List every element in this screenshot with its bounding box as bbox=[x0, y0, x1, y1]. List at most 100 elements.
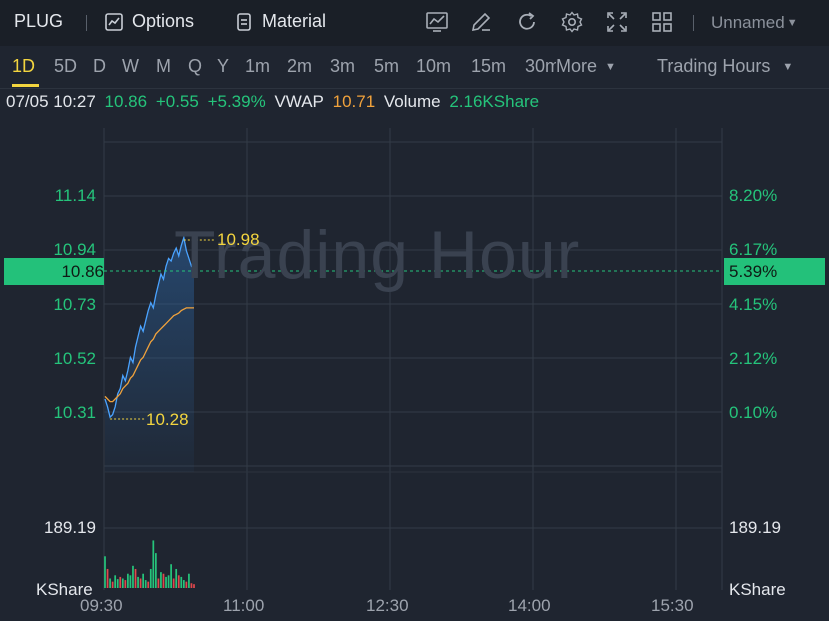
quote-info-bar: 07/05 10:27 10.86 +0.55 +5.39% VWAP 10.7… bbox=[6, 92, 543, 120]
volume-y-tick-left: 189.19 bbox=[44, 518, 96, 537]
volume-bar bbox=[129, 575, 132, 588]
timeframe-bar: 1D 5D D W M Q Y 1m 2m 3m 5m 10m 15m 30m More ▼ Trading… bbox=[0, 46, 829, 89]
low-price-label: 10.28 bbox=[146, 410, 189, 429]
timeframe-tab-q[interactable]: Q bbox=[188, 56, 203, 76]
layout-name-dropdown[interactable]: Unnamed ▼ bbox=[711, 13, 798, 33]
caret-down-icon: ▼ bbox=[786, 17, 798, 29]
material-label: Material bbox=[262, 11, 327, 31]
y-tick-left: 10.94 bbox=[53, 240, 96, 259]
caret-down-icon: ▼ bbox=[782, 61, 794, 73]
high-price-label: 10.98 bbox=[217, 230, 260, 249]
volume-bar bbox=[109, 578, 111, 588]
document-icon bbox=[237, 12, 251, 31]
timeframe-tab-y[interactable]: Y bbox=[217, 56, 230, 76]
volume-bar bbox=[180, 576, 183, 588]
x-tick: 15:30 bbox=[651, 596, 694, 615]
layout-grid-icon[interactable] bbox=[650, 10, 674, 34]
volume-unit-right: KShare bbox=[729, 580, 786, 599]
volume-bar bbox=[167, 575, 170, 588]
quote-datetime: 07/05 10:27 bbox=[6, 92, 96, 111]
symbol-label[interactable]: PLUG bbox=[14, 11, 64, 31]
volume-bar bbox=[121, 578, 124, 588]
volume-bar bbox=[114, 575, 117, 588]
volume-unit-left: KShare bbox=[36, 580, 93, 599]
volume-bar bbox=[162, 573, 165, 588]
toolbar-divider bbox=[86, 15, 87, 31]
settings-gear-icon[interactable] bbox=[560, 10, 584, 34]
layout-name-label: Unnamed bbox=[711, 13, 785, 32]
volume-bar bbox=[106, 568, 109, 588]
volume-bar bbox=[170, 564, 172, 588]
timeframe-tab-30m[interactable]: 30m bbox=[525, 56, 556, 76]
caret-down-icon: ▼ bbox=[605, 61, 616, 73]
timeframe-tab-3m[interactable]: 3m bbox=[330, 56, 356, 76]
volume-bar bbox=[144, 580, 147, 588]
timeframe-tab-m[interactable]: M bbox=[156, 56, 171, 76]
session-dropdown[interactable]: Trading Hours ▼ bbox=[657, 56, 793, 77]
y-tick-right: 4.15% bbox=[729, 295, 778, 314]
timeframe-tab-10m[interactable]: 10m bbox=[416, 56, 452, 76]
volume-bar bbox=[160, 572, 162, 588]
timeframe-tab-1m[interactable]: 1m bbox=[245, 56, 271, 76]
timeframe-tab-1d[interactable]: 1D bbox=[12, 56, 36, 76]
volume-bar bbox=[137, 576, 139, 588]
current-price-tag-left: 10.86 bbox=[4, 258, 104, 285]
options-label: Options bbox=[132, 11, 195, 31]
quote-price: 10.86 bbox=[104, 92, 148, 111]
volume-bar bbox=[132, 565, 134, 588]
volume-bar bbox=[116, 579, 119, 588]
options-button[interactable]: Options bbox=[104, 11, 194, 32]
x-tick: 09:30 bbox=[80, 596, 123, 615]
more-label: More bbox=[556, 56, 598, 76]
refresh-icon[interactable] bbox=[515, 10, 539, 34]
draw-pencil-icon[interactable] bbox=[469, 10, 493, 34]
volume-bar bbox=[142, 573, 145, 588]
y-tick-right: 6.17% bbox=[729, 240, 778, 259]
fullscreen-icon[interactable] bbox=[605, 10, 629, 34]
volume-bar bbox=[190, 583, 193, 588]
toolbar-divider bbox=[693, 15, 694, 31]
quote-change: +0.55 bbox=[155, 92, 199, 111]
more-timeframes-dropdown[interactable]: More ▼ bbox=[556, 56, 616, 77]
timeframe-tab-d[interactable]: D bbox=[93, 56, 106, 76]
volume-bar bbox=[149, 568, 152, 588]
timeframe-tab-5d[interactable]: 5D bbox=[54, 56, 78, 76]
x-tick: 14:00 bbox=[508, 596, 551, 615]
timeframe-tab-5m[interactable]: 5m bbox=[374, 56, 400, 76]
volume-value: 2.16KShare bbox=[449, 92, 540, 111]
y-tick-left: 10.73 bbox=[53, 295, 96, 314]
chart-watermark: Trading Hour bbox=[174, 217, 581, 293]
y-tick-left: 10.52 bbox=[53, 349, 96, 368]
vwap-value: 10.71 bbox=[332, 92, 376, 111]
volume-bar bbox=[154, 553, 157, 588]
material-button[interactable]: Material bbox=[234, 11, 326, 32]
volume-bar bbox=[182, 580, 185, 588]
volume-bar bbox=[185, 581, 188, 588]
indicator-icon[interactable] bbox=[425, 10, 449, 34]
y-tick-right: 2.12% bbox=[729, 349, 778, 368]
volume-bar bbox=[111, 581, 114, 588]
volume-bar bbox=[127, 573, 129, 588]
x-tick: 12:30 bbox=[366, 596, 409, 615]
vwap-line bbox=[104, 307, 194, 403]
volume-bar bbox=[188, 573, 190, 588]
session-label: Trading Hours bbox=[657, 56, 771, 76]
chart-icon bbox=[105, 12, 123, 31]
volume-bar bbox=[124, 580, 127, 588]
y-tick-right: 8.20% bbox=[729, 186, 778, 205]
active-tab-underline bbox=[12, 84, 39, 87]
vwap-label: VWAP bbox=[274, 92, 324, 111]
top-toolbar: PLUG Options Material Unnamed ▼ bbox=[0, 0, 829, 46]
volume-bar bbox=[175, 568, 178, 588]
volume-bar bbox=[104, 556, 106, 588]
timeframe-tab-2m[interactable]: 2m bbox=[287, 56, 313, 76]
quote-change-pct: +5.39% bbox=[207, 92, 266, 111]
timeframe-tab-w[interactable]: W bbox=[122, 56, 139, 76]
volume-bar bbox=[193, 584, 195, 588]
volume-bar bbox=[134, 568, 137, 588]
timeframe-tab-15m[interactable]: 15m bbox=[471, 56, 507, 76]
current-price-tag-right: 5.39% bbox=[724, 258, 825, 285]
volume-bar bbox=[147, 581, 150, 588]
y-tick-left: 10.31 bbox=[53, 403, 96, 422]
volume-bar bbox=[152, 540, 155, 588]
